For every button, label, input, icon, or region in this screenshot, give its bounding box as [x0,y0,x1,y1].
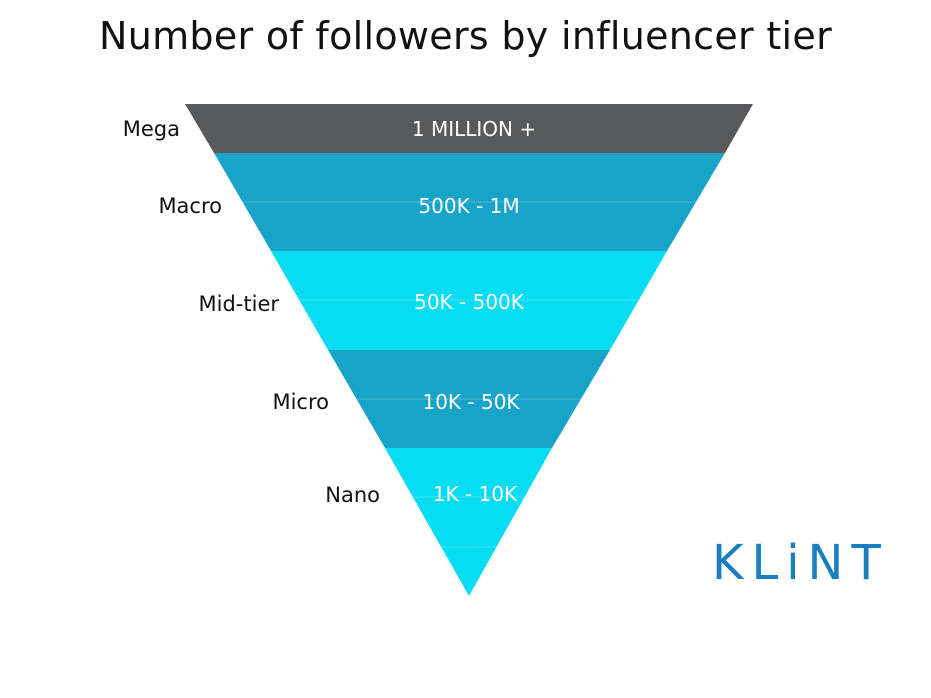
tier-label-macro: Macro [158,194,222,218]
funnel-segment-nano [385,448,552,596]
tier-label-nano: Nano [325,483,380,507]
klint-logo: KLiNT [712,535,889,591]
funnel-segment-macro [214,153,725,251]
range-label-mid-tier: 50K - 500K [414,290,525,314]
range-label-macro: 500K - 1M [418,194,519,218]
funnel-segment-mid-tier [271,251,667,350]
tier-label-mid-tier: Mid-tier [199,292,280,316]
funnel-segment-micro [328,350,610,448]
tier-label-micro: Micro [272,390,329,414]
funnel-segment-mega [185,104,753,153]
chart-title: Number of followers by influencer tier [98,14,833,58]
range-label-nano: 1K - 10K [433,482,518,506]
tier-label-mega: Mega [123,117,180,141]
range-label-micro: 10K - 50K [422,390,520,414]
range-label-mega: 1 MILLION + [412,117,536,141]
